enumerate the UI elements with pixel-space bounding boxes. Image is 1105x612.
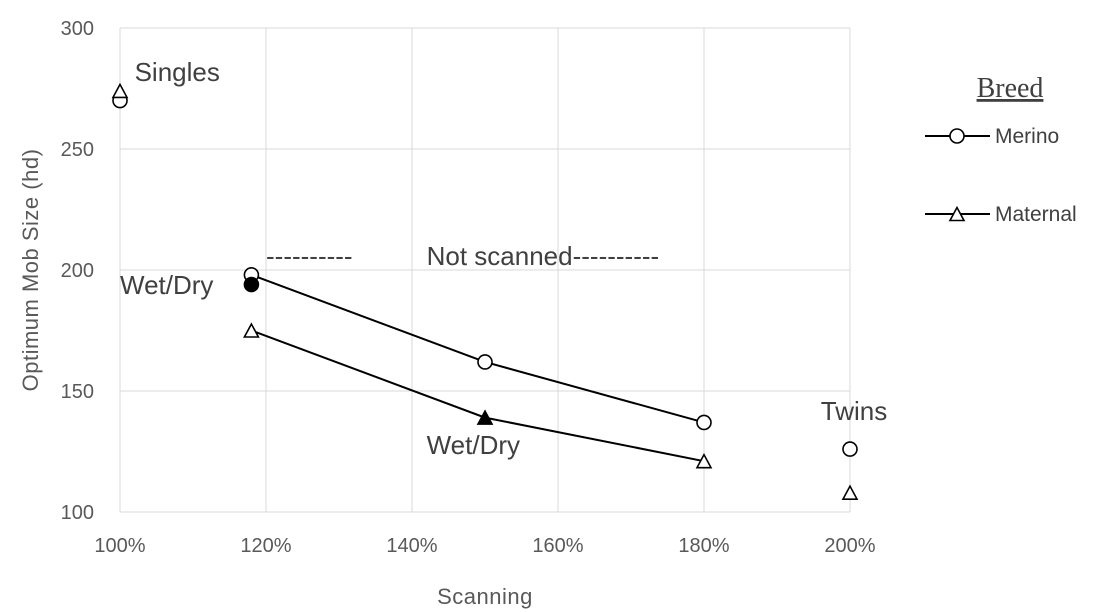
- legend-marker-merino: [949, 128, 965, 144]
- annotation-label: Twins: [821, 396, 887, 426]
- data-point-merino: [696, 414, 712, 431]
- y-tick-label: 300: [61, 18, 94, 40]
- x-tick-label: 100%: [94, 535, 145, 557]
- legend: Breed Merino Maternal: [925, 73, 1077, 226]
- annotation-label: ----------: [266, 241, 353, 271]
- annotation-label: Singles: [135, 57, 220, 87]
- y-tick-label: 200: [61, 260, 94, 282]
- data-point-merino: [477, 354, 493, 370]
- x-axis-title: Scanning: [437, 584, 533, 609]
- legend-label-merino: Merino: [995, 125, 1059, 148]
- x-tick-label: 120%: [240, 535, 291, 557]
- data-point-maternal: [695, 452, 713, 469]
- y-tick-label: 150: [61, 381, 94, 403]
- data-points: [111, 82, 859, 500]
- y-axis-title: Optimum Mob Size (hd): [18, 149, 43, 392]
- x-tick-label: 160%: [532, 535, 583, 557]
- data-point-maternal: [243, 322, 260, 338]
- legend-label-maternal: Maternal: [995, 203, 1077, 226]
- annotation-label: Wet/Dry: [427, 430, 520, 460]
- annotation-label: Not scanned: [427, 241, 573, 271]
- data-point-maternal: [476, 409, 494, 425]
- data-point-merino: [243, 276, 260, 293]
- legend-title: Breed: [977, 73, 1044, 104]
- x-tick-label: 140%: [386, 535, 437, 557]
- annotations: Singles---------- Not scanned ----------We…: [120, 57, 887, 460]
- x-tick-label: 200%: [824, 535, 875, 557]
- y-tick-labels: 100 150 200 250 300: [61, 18, 94, 524]
- data-point-maternal: [841, 484, 859, 500]
- gridlines: [119, 27, 851, 513]
- legend-items: Merino Maternal: [925, 125, 1077, 226]
- x-tick-labels: 100% 120% 140% 160% 180% 200%: [94, 535, 875, 557]
- x-tick-label: 180%: [678, 535, 729, 557]
- annotation-label: Wet/Dry: [120, 270, 213, 300]
- data-point-merino: [842, 441, 858, 457]
- data-point-maternal: [111, 82, 129, 99]
- y-tick-label: 100: [61, 502, 94, 524]
- series-line-merino: [251, 273, 705, 424]
- y-tick-label: 250: [61, 139, 94, 161]
- legend-marker-maternal: [948, 205, 966, 222]
- annotation-label: ----------: [573, 241, 660, 271]
